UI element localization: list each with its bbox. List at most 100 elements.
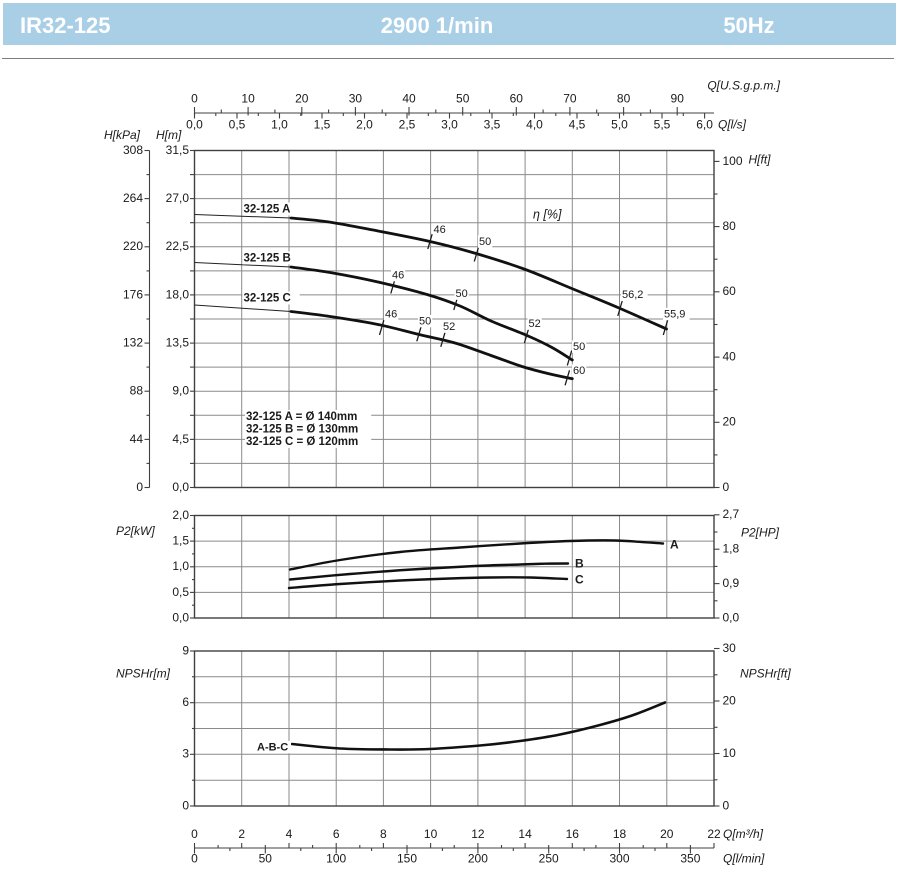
svg-text:2: 2 xyxy=(238,827,245,841)
svg-text:56,2: 56,2 xyxy=(622,289,643,301)
svg-text:8: 8 xyxy=(380,827,387,841)
svg-text:4,5: 4,5 xyxy=(569,118,586,132)
svg-text:0,0: 0,0 xyxy=(186,118,203,132)
svg-text:0,0: 0,0 xyxy=(172,480,189,494)
svg-text:0,9: 0,9 xyxy=(723,576,740,590)
svg-text:264: 264 xyxy=(123,191,143,205)
svg-text:3: 3 xyxy=(182,747,189,761)
svg-text:H[ft]: H[ft] xyxy=(749,153,772,167)
svg-text:308: 308 xyxy=(123,143,143,157)
svg-text:31,5: 31,5 xyxy=(166,143,190,157)
svg-text:50: 50 xyxy=(456,288,468,300)
svg-text:1,5: 1,5 xyxy=(172,534,189,548)
svg-text:1,0: 1,0 xyxy=(271,118,288,132)
svg-text:9: 9 xyxy=(182,643,189,657)
svg-text:44: 44 xyxy=(130,432,144,446)
svg-text:32-125 A = Ø 140mm: 32-125 A = Ø 140mm xyxy=(246,411,357,423)
svg-text:0: 0 xyxy=(182,798,189,812)
svg-text:6: 6 xyxy=(182,695,189,709)
svg-text:10: 10 xyxy=(723,746,737,760)
svg-text:0: 0 xyxy=(191,827,198,841)
svg-text:A-B-C: A-B-C xyxy=(257,742,288,754)
svg-text:H[kPa]: H[kPa] xyxy=(104,128,141,142)
svg-text:6,0: 6,0 xyxy=(696,118,713,132)
svg-text:η [%]: η [%] xyxy=(533,208,562,222)
svg-text:2,7: 2,7 xyxy=(723,507,740,521)
svg-text:0,0: 0,0 xyxy=(172,610,189,624)
svg-text:2,0: 2,0 xyxy=(172,508,189,522)
svg-text:32-125 B = Ø 130mm: 32-125 B = Ø 130mm xyxy=(246,424,358,436)
svg-text:Q[m³/h]: Q[m³/h] xyxy=(723,827,764,841)
svg-text:22,5: 22,5 xyxy=(166,239,190,253)
svg-text:5,0: 5,0 xyxy=(611,118,628,132)
svg-text:40: 40 xyxy=(723,350,737,364)
svg-text:350: 350 xyxy=(680,852,700,866)
svg-text:0,5: 0,5 xyxy=(229,118,246,132)
svg-text:90: 90 xyxy=(671,92,685,106)
svg-text:5,5: 5,5 xyxy=(654,118,671,132)
svg-text:46: 46 xyxy=(434,224,446,236)
svg-text:4: 4 xyxy=(286,827,293,841)
svg-text:27,0: 27,0 xyxy=(166,191,190,205)
svg-text:176: 176 xyxy=(123,287,143,301)
svg-text:0: 0 xyxy=(136,480,143,494)
svg-text:10: 10 xyxy=(241,92,255,106)
svg-text:NPSHr[ft]: NPSHr[ft] xyxy=(740,667,791,681)
svg-text:32-125 C: 32-125 C xyxy=(244,293,291,305)
svg-text:88: 88 xyxy=(130,384,144,398)
svg-text:B: B xyxy=(575,557,584,571)
svg-text:40: 40 xyxy=(402,92,416,106)
svg-text:14: 14 xyxy=(518,827,532,841)
svg-text:50: 50 xyxy=(259,852,273,866)
svg-text:20: 20 xyxy=(723,415,737,429)
svg-text:55,9: 55,9 xyxy=(664,309,685,321)
svg-text:32-125 A: 32-125 A xyxy=(244,204,291,216)
svg-text:Q[U.S.g.p.m.]: Q[U.S.g.p.m.] xyxy=(707,79,780,93)
svg-text:1,5: 1,5 xyxy=(314,118,331,132)
svg-text:20: 20 xyxy=(660,827,674,841)
svg-text:52: 52 xyxy=(443,321,455,333)
svg-text:250: 250 xyxy=(539,852,559,866)
svg-text:H[m]: H[m] xyxy=(156,128,182,142)
svg-text:18: 18 xyxy=(613,827,627,841)
svg-text:0: 0 xyxy=(723,480,730,494)
svg-text:12: 12 xyxy=(471,827,485,841)
svg-text:Q[l/s]: Q[l/s] xyxy=(718,118,747,132)
svg-text:3,5: 3,5 xyxy=(484,118,501,132)
svg-text:132: 132 xyxy=(123,336,143,350)
svg-text:50: 50 xyxy=(573,341,585,353)
svg-text:18,0: 18,0 xyxy=(166,287,190,301)
svg-text:22: 22 xyxy=(707,827,721,841)
svg-text:100: 100 xyxy=(326,852,346,866)
svg-text:30: 30 xyxy=(723,641,737,655)
svg-text:30: 30 xyxy=(349,92,363,106)
svg-text:16: 16 xyxy=(566,827,580,841)
svg-text:0,5: 0,5 xyxy=(172,585,189,599)
svg-text:46: 46 xyxy=(385,309,397,321)
svg-text:4,0: 4,0 xyxy=(526,118,543,132)
svg-text:0: 0 xyxy=(191,92,198,106)
svg-text:0: 0 xyxy=(191,852,198,866)
svg-text:4,5: 4,5 xyxy=(172,432,189,446)
svg-text:60: 60 xyxy=(723,284,737,298)
svg-text:NPSHr[m]: NPSHr[m] xyxy=(116,667,171,681)
svg-text:0: 0 xyxy=(723,798,730,812)
svg-text:300: 300 xyxy=(609,852,629,866)
svg-text:20: 20 xyxy=(295,92,309,106)
svg-text:100: 100 xyxy=(723,154,743,168)
svg-text:6: 6 xyxy=(333,827,340,841)
svg-text:3,0: 3,0 xyxy=(441,118,458,132)
svg-text:50: 50 xyxy=(479,236,491,248)
svg-text:A: A xyxy=(670,538,679,552)
svg-text:10: 10 xyxy=(424,827,438,841)
svg-text:70: 70 xyxy=(563,92,577,106)
svg-text:C: C xyxy=(575,573,584,587)
svg-text:13,5: 13,5 xyxy=(166,336,190,350)
svg-text:52: 52 xyxy=(529,318,541,330)
svg-text:46: 46 xyxy=(392,270,404,282)
svg-text:50: 50 xyxy=(456,92,470,106)
svg-text:0,0: 0,0 xyxy=(723,610,740,624)
svg-text:220: 220 xyxy=(123,239,143,253)
svg-text:200: 200 xyxy=(468,852,488,866)
svg-text:80: 80 xyxy=(617,92,631,106)
